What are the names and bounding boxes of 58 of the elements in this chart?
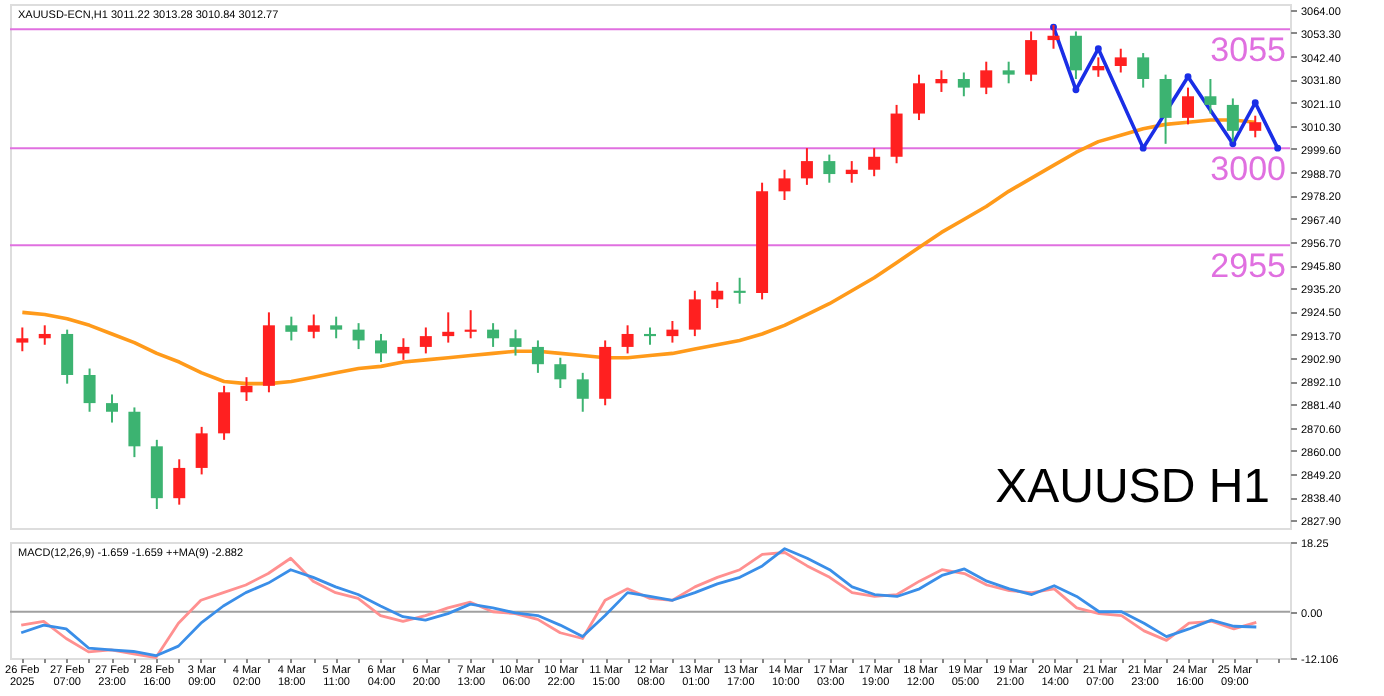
point [1274,144,1282,152]
candlestick [1114,47,1127,74]
candlestick [576,371,589,413]
candlestick [1204,77,1217,115]
candlestick [688,289,701,338]
candlestick [890,103,903,165]
ref-line-label: 3000 [1210,150,1286,189]
candlestick [307,313,320,340]
candlestick [1069,30,1082,80]
candlestick [38,324,51,346]
candlestick [83,367,96,413]
candlestick [285,315,298,342]
candlestick [957,71,970,98]
candlestick [397,337,410,361]
candlestick [1159,73,1172,145]
candlestick [218,384,231,441]
point [1139,144,1147,152]
candlestick [644,326,656,346]
point [1184,73,1192,81]
candlestick [1092,56,1105,78]
candlestick [1249,114,1262,139]
candlestick [1002,60,1015,85]
candlestick [980,60,993,96]
candlestick [509,328,522,357]
annotation: XAUUSD H1 [995,460,1270,514]
candlestick [778,168,791,201]
candlestick [935,69,948,93]
candlestick [666,319,679,344]
candlestick [352,322,365,351]
point [1072,86,1080,94]
candlestick [1182,86,1194,126]
candlestick [106,393,118,424]
candlestick [711,281,724,310]
candlestick [442,311,455,344]
candlestick [733,276,746,305]
candlestick [800,147,813,186]
candlestick [1137,52,1150,89]
candlestick [554,356,567,389]
candlestick [61,328,74,385]
ref-line-label: 3055 [1210,31,1286,70]
candlestick [1025,30,1038,83]
candlestick [913,73,925,122]
candlestick [173,458,186,506]
candlestick [195,425,208,476]
candlestick [845,160,858,184]
candlestick [240,376,253,402]
candlestick [487,322,500,348]
candlestick [464,309,477,340]
candlestick [128,406,141,459]
candlestick [823,153,836,184]
candlestick [868,147,881,178]
candlestick [375,332,387,364]
candlestick [419,326,432,355]
ref-line-label: 2955 [1210,247,1286,286]
candlestick [330,315,343,340]
candlestick [16,326,29,353]
candlestick [531,339,544,374]
candlestick [621,324,634,355]
